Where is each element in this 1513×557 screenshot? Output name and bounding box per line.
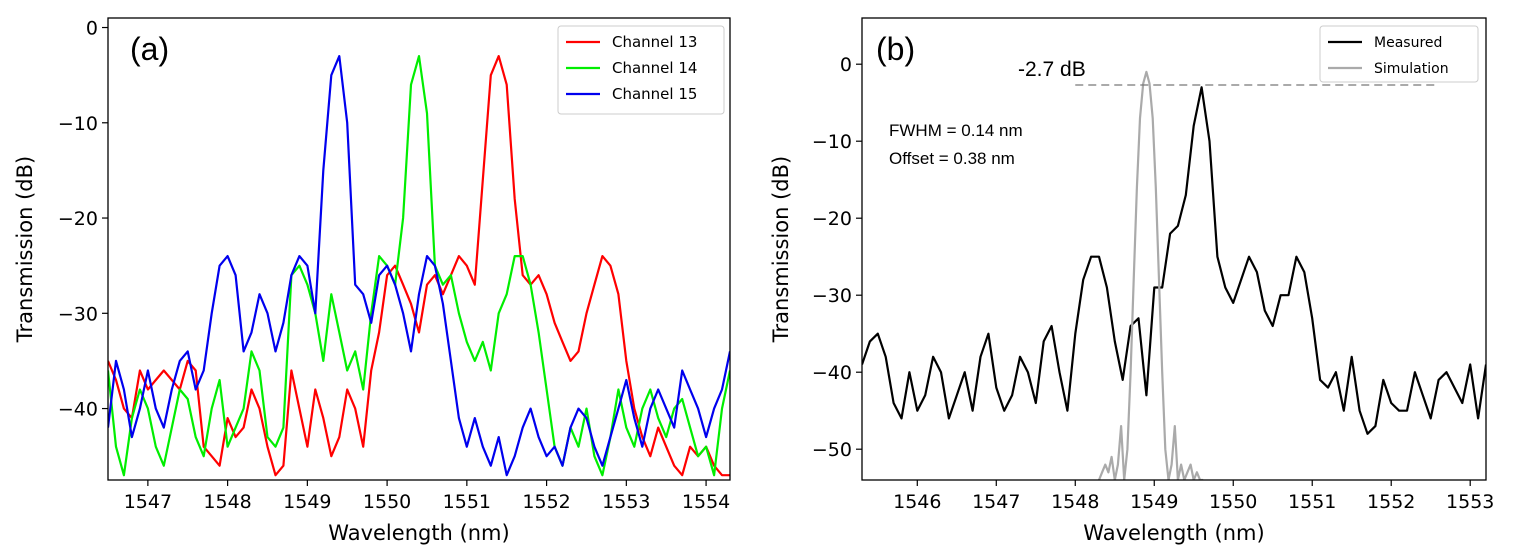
- panel-label: (a): [130, 31, 169, 67]
- legend: Measured Simulation: [1319, 25, 1479, 83]
- panel-a: 1547 1548 1549 1550 1551 1552 1553 1554 0 −10 −20 −…: [13, 17, 731, 545]
- y-axis-label: Transmission (dB): [769, 156, 793, 343]
- panel-label: (b): [876, 31, 915, 67]
- legend-entry-label: Measured: [1374, 35, 1442, 51]
- x-tick-label: 1552: [1367, 491, 1415, 513]
- legend-entry-label: Channel 15: [612, 85, 697, 103]
- offset-text: Offset = 0.38 nm: [889, 149, 1015, 168]
- plot-frame: [861, 17, 1487, 481]
- x-axis-label: Wavelength (nm): [1083, 521, 1264, 545]
- series-line-measured: [862, 86, 1486, 435]
- x-tick-label: 1547: [972, 491, 1020, 513]
- y-tick-label: −40: [58, 399, 98, 421]
- x-tick-label: 1548: [203, 491, 251, 513]
- x-tick-label: 1549: [283, 491, 331, 513]
- x-tick-label: 1546: [893, 491, 941, 513]
- y-tick-label: 0: [840, 54, 852, 76]
- legend-entry-label: Channel 13: [612, 33, 697, 51]
- y-axis-label: Transmission (dB): [13, 156, 37, 343]
- y-tick-label: −50: [812, 439, 852, 461]
- y-tick-label: −30: [812, 285, 852, 307]
- legend: Channel 13 Channel 14 Channel 15: [557, 25, 725, 115]
- y-tick-label: −40: [812, 362, 852, 384]
- y-tick-label: −10: [812, 131, 852, 153]
- series-group: [862, 70, 1486, 480]
- legend-box: [557, 25, 725, 115]
- series-line-channel-14: [108, 55, 730, 477]
- x-tick-label: 1551: [1288, 491, 1336, 513]
- x-tick-label: 1549: [1130, 491, 1178, 513]
- legend-entry-label: Simulation: [1374, 61, 1449, 77]
- series-line-channel-15: [108, 55, 730, 477]
- plot-frame: [107, 17, 731, 481]
- series-line-channel-13: [108, 55, 730, 477]
- x-tick-label: 1551: [443, 491, 491, 513]
- x-tick-label: 1553: [602, 491, 650, 513]
- x-tick-label: 1553: [1446, 491, 1494, 513]
- x-tick-label: 1547: [124, 491, 172, 513]
- x-tick-label: 1554: [682, 491, 730, 513]
- y-tick-label: −20: [58, 208, 98, 230]
- y-tick-label: −10: [58, 113, 98, 135]
- x-tick-label: 1550: [1209, 491, 1257, 513]
- series-group: [108, 55, 730, 477]
- peak-label: -2.7 dB: [1018, 58, 1086, 81]
- x-tick-label: 1548: [1051, 491, 1099, 513]
- series-line-simulation: [1097, 70, 1204, 480]
- y-tick-label: −20: [812, 208, 852, 230]
- panel-b: -2.7 dB FWHM = 0.14 nm Offset = 0.38 nm 154…: [769, 17, 1494, 545]
- y-tick-label: −30: [58, 303, 98, 325]
- x-tick-label: 1552: [522, 491, 570, 513]
- y-tick-label: 0: [86, 18, 98, 40]
- legend-entry-label: Channel 14: [612, 59, 697, 77]
- x-axis-label: Wavelength (nm): [328, 521, 509, 545]
- x-tick-label: 1550: [363, 491, 411, 513]
- fwhm-text: FWHM = 0.14 nm: [889, 121, 1023, 140]
